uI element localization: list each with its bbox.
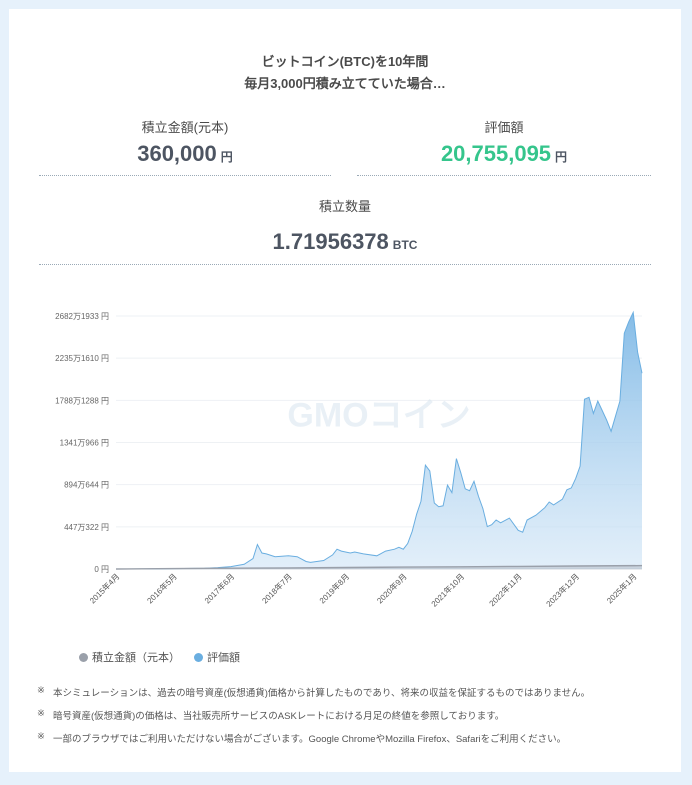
quantity-label: 積立数量 (318, 199, 371, 214)
valuation-value: 20,755,095 円 (357, 141, 651, 167)
note-item: ※ 本シミュレーションは、過去の暗号資産(仮想通貨)価格から計算したものであり、… (37, 685, 590, 699)
headline-line2: 毎月3,000円積み立てていた場合… (244, 76, 446, 91)
note-text: 一部のブラウザではご利用いただけない場合がございます。Google Chrome… (52, 734, 567, 745)
valuation-label: 評価額 (484, 120, 524, 135)
quantity-divider (39, 264, 651, 265)
headline-line1: ビットコイン(BTC)を10年間 (261, 54, 429, 69)
legend-item-valuation[interactable]: 評価額 (194, 649, 240, 665)
note-mark: ※ (37, 685, 45, 696)
note-item: ※ 暗号資産(仮想通貨)の価格は、当社販売所サービスのASKレートにおける月足の… (37, 708, 504, 722)
x-tick-label: 2016年5月 (145, 571, 179, 605)
valuation-chart: GMOコイン 0 円 447万322 円 894万644 円 1341万966 円 17… (55, 310, 643, 609)
y-tick-label: 1788万1288 円 (55, 396, 109, 405)
legend-item-principal[interactable]: 積立金額（元本） (79, 649, 180, 665)
legend-label-valuation: 評価額 (207, 652, 240, 664)
chart-legend: 積立金額（元本） 評価額 (79, 649, 240, 665)
y-tick-label: 894万644 円 (64, 481, 109, 490)
valuation-amount: 20,755,095 (440, 141, 552, 166)
principal-label: 積立金額(元本) (141, 120, 229, 135)
quantity-value: 1.71956378 BTC (39, 229, 651, 255)
valuation-unit: 円 (555, 150, 568, 164)
x-tick-label: 2022年11月 (487, 571, 524, 608)
valuation-area (116, 312, 642, 569)
x-tick-label: 2019年8月 (317, 571, 351, 605)
y-tick-label: 1341万966 円 (60, 439, 109, 448)
y-tick-label: 2682万1933 円 (55, 312, 109, 321)
legend-swatch-principal (79, 652, 88, 662)
legend-label-principal: 積立金額（元本） (92, 652, 180, 664)
valuation-divider (357, 175, 651, 176)
y-tick-label: 447万322 円 (64, 523, 109, 532)
note-text: 暗号資産(仮想通貨)の価格は、当社販売所サービスのASKレートにおける月足の終値… (52, 711, 505, 722)
note-mark: ※ (37, 708, 45, 719)
x-tick-label: 2025年1月 (604, 571, 638, 605)
quantity-unit: BTC (392, 238, 418, 252)
simulation-card: ビットコイン(BTC)を10年間 毎月3,000円積み立てていた場合… 積立金額… (9, 9, 681, 772)
x-tick-label: 2018年7月 (260, 571, 294, 605)
note-mark: ※ (37, 731, 45, 742)
note-text: 本シミュレーションは、過去の暗号資産(仮想通貨)価格から計算したものであり、将来… (52, 688, 591, 699)
valuation-line (115, 310, 643, 570)
principal-divider (39, 175, 331, 176)
watermark: GMOコイン (287, 397, 470, 435)
principal-amount: 360,000 (137, 141, 217, 166)
principal-unit: 円 (220, 150, 233, 164)
x-tick-label: 2017年6月 (202, 571, 236, 605)
x-tick-label: 2015年4月 (87, 571, 121, 605)
x-tick-label: 2020年9月 (375, 571, 409, 605)
principal-value: 360,000 円 (39, 141, 331, 167)
principal-line (115, 564, 643, 570)
y-tick-label: 2235万1610 円 (55, 354, 109, 363)
legend-swatch-valuation (194, 652, 203, 662)
x-tick-label: 2021年10月 (429, 571, 466, 608)
note-item: ※ 一部のブラウザではご利用いただけない場合がございます。Google Chro… (37, 731, 566, 745)
x-tick-label: 2023年12月 (544, 571, 581, 608)
quantity-amount: 1.71956378 (272, 229, 389, 254)
y-tick-label: 0 円 (94, 565, 109, 574)
